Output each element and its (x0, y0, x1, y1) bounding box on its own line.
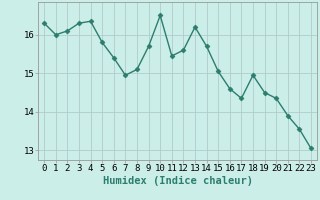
X-axis label: Humidex (Indice chaleur): Humidex (Indice chaleur) (103, 176, 252, 186)
